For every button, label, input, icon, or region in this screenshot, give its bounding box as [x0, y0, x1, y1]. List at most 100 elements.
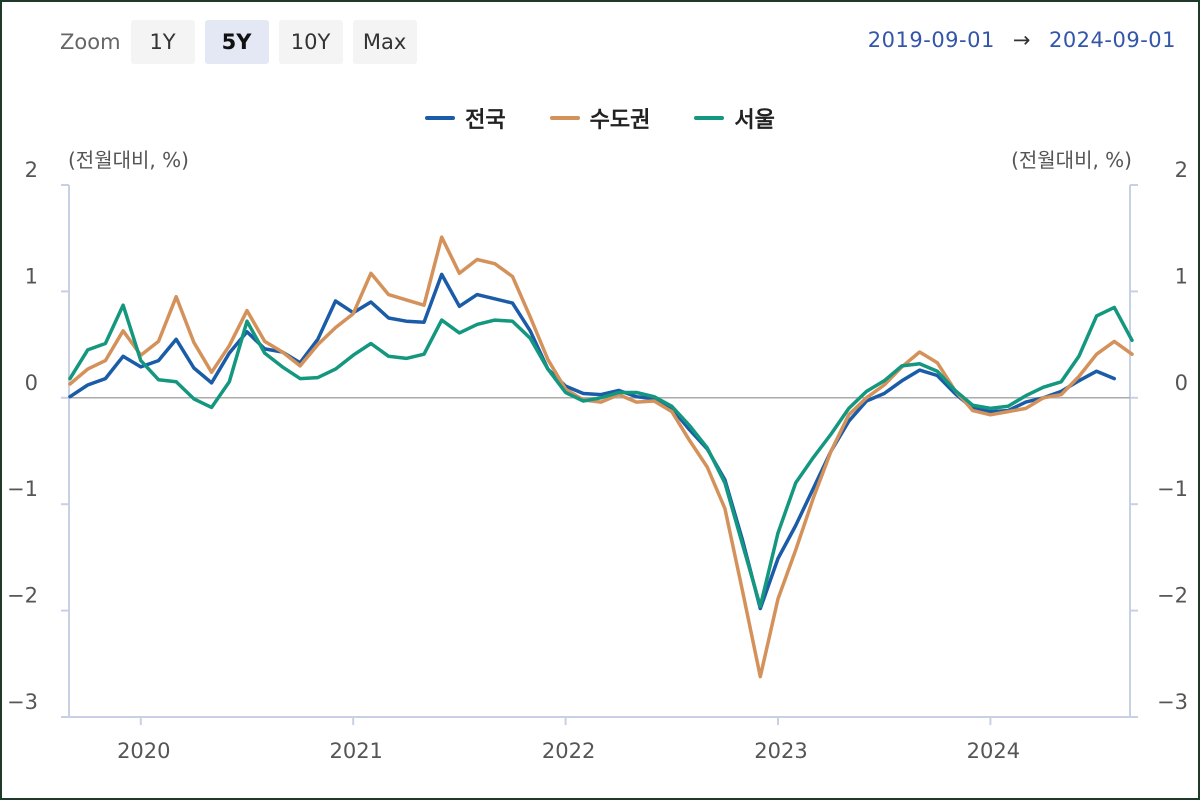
range-end[interactable]: 2024-09-01	[1048, 28, 1176, 52]
data-point-national	[777, 557, 779, 559]
x-tick-label: 2022	[542, 739, 595, 763]
data-point-national	[1025, 401, 1027, 403]
data-point-capital	[688, 439, 690, 441]
data-point-capital	[741, 590, 743, 592]
data-point-capital	[1007, 410, 1009, 412]
data-point-national	[405, 320, 407, 322]
zoom-bar: Zoom 1Y 5Y 10Y Max	[60, 20, 417, 64]
data-point-seoul	[954, 389, 956, 391]
series-points-national	[69, 273, 1116, 609]
data-point-seoul	[494, 319, 496, 321]
legend-item-national[interactable]: 전국	[425, 102, 506, 134]
y-axis-title-left: (전월대비, %)	[68, 148, 189, 172]
legend-item-seoul[interactable]: 서울	[694, 102, 775, 134]
y-tick-label-left: −1	[7, 477, 38, 501]
data-point-seoul	[352, 354, 354, 356]
series-line-national	[68, 272, 1117, 611]
data-point-capital	[1042, 397, 1044, 399]
data-point-seoul	[618, 391, 620, 393]
data-point-national	[883, 392, 885, 394]
data-point-seoul	[210, 406, 212, 408]
data-point-capital	[264, 340, 266, 342]
zoom-5y-button[interactable]: 5Y	[204, 20, 269, 64]
data-point-capital	[370, 272, 372, 274]
data-point-national	[193, 367, 195, 369]
data-point-national	[600, 393, 602, 395]
data-point-capital	[104, 359, 106, 361]
x-tick-label: 2020	[117, 739, 170, 763]
x-tick-label: 2021	[329, 739, 382, 763]
data-point-capital	[175, 296, 177, 298]
data-point-capital	[299, 365, 301, 367]
data-point-capital	[210, 371, 212, 373]
data-point-seoul	[1078, 355, 1080, 357]
data-point-capital	[706, 466, 708, 468]
data-point-seoul	[476, 323, 478, 325]
data-point-capital	[228, 344, 230, 346]
data-point-seoul	[936, 370, 938, 372]
data-point-national	[1113, 377, 1115, 379]
y-tick-label-left: −3	[7, 690, 38, 714]
data-point-capital	[87, 368, 89, 370]
legend: 전국 수도권 서울	[0, 102, 1200, 134]
data-point-capital	[352, 313, 354, 315]
data-point-national	[122, 355, 124, 357]
data-point-seoul	[600, 397, 602, 399]
data-point-seoul	[264, 352, 266, 354]
data-point-national	[317, 338, 319, 340]
data-point-capital	[529, 316, 531, 318]
x-tick-label: 2024	[967, 739, 1020, 763]
data-point-seoul	[1113, 306, 1115, 308]
data-point-capital	[795, 549, 797, 551]
data-point-seoul	[228, 381, 230, 383]
zoom-1y-button[interactable]: 1Y	[130, 20, 195, 64]
data-point-seoul	[511, 320, 513, 322]
data-point-capital	[865, 397, 867, 399]
data-point-capital	[848, 414, 850, 416]
data-point-seoul	[741, 543, 743, 545]
data-point-capital	[1113, 340, 1115, 342]
data-point-seoul	[140, 359, 142, 361]
data-point-capital	[458, 272, 460, 274]
data-point-seoul	[1060, 381, 1062, 383]
zoom-10y-button[interactable]: 10Y	[278, 20, 343, 64]
data-point-seoul	[547, 368, 549, 370]
data-point-seoul	[317, 376, 319, 378]
data-point-seoul	[387, 355, 389, 357]
data-point-seoul	[918, 363, 920, 365]
data-point-capital	[511, 275, 513, 277]
data-point-national	[246, 331, 248, 333]
data-point-capital	[635, 401, 637, 403]
data-point-capital	[777, 598, 779, 600]
data-point-national	[1078, 380, 1080, 382]
y-tick-label-right: 2	[1175, 158, 1188, 182]
data-point-seoul	[972, 404, 974, 406]
range-start[interactable]: 2019-09-01	[867, 28, 995, 52]
y-tick-label-right: 0	[1175, 371, 1188, 395]
data-point-national	[635, 396, 637, 398]
legend-item-capital[interactable]: 수도권	[549, 102, 650, 134]
y-tick-label-right: 1	[1175, 264, 1188, 288]
y-tick-label-right: −3	[1157, 690, 1188, 714]
data-point-seoul	[759, 605, 761, 607]
data-point-national	[1095, 370, 1097, 372]
data-point-seoul	[1095, 315, 1097, 317]
data-point-seoul	[706, 447, 708, 449]
data-point-capital	[494, 263, 496, 265]
data-point-national	[228, 352, 230, 354]
data-point-capital	[972, 409, 974, 411]
data-point-seoul	[334, 368, 336, 370]
data-point-national	[334, 300, 336, 302]
data-point-seoul	[370, 342, 372, 344]
data-point-national	[210, 382, 212, 384]
y-tick-label-left: 1	[25, 264, 38, 288]
legend-label-national: 전국	[465, 108, 506, 133]
data-point-capital	[1095, 353, 1097, 355]
zoom-label: Zoom	[60, 30, 121, 54]
data-point-capital	[317, 343, 319, 345]
zoom-max-button[interactable]: Max	[352, 20, 417, 64]
data-point-seoul	[848, 407, 850, 409]
data-point-seoul	[1007, 405, 1009, 407]
data-point-seoul	[865, 390, 867, 392]
